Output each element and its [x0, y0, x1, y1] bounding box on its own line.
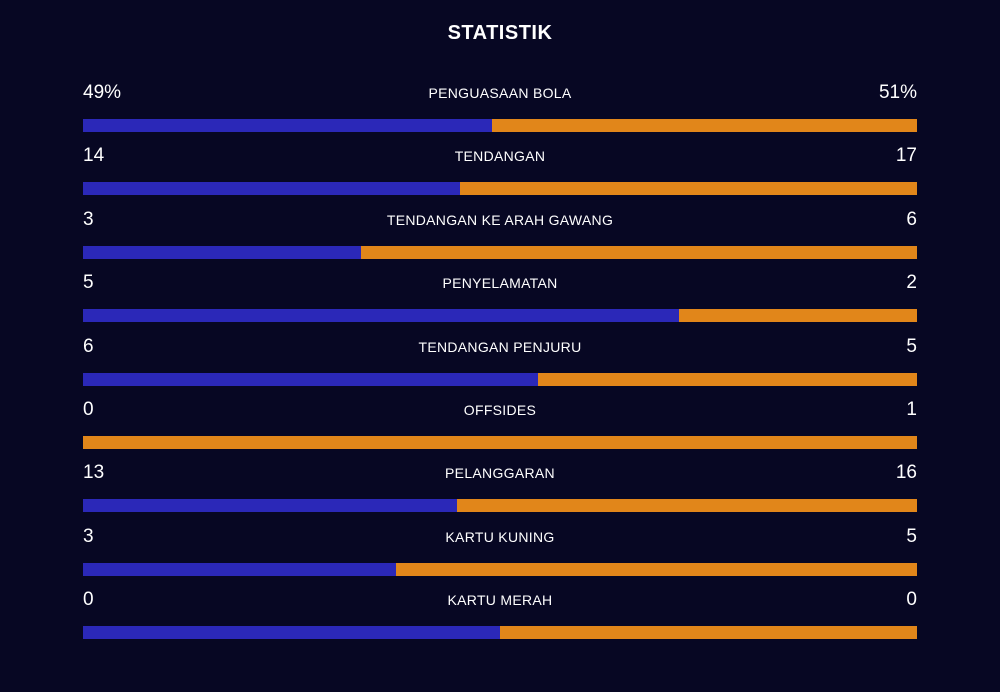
home-bar-fill: [83, 245, 361, 259]
stat-row-possession: 49% PENGUASAAN BOLA 51%: [83, 81, 917, 144]
stat-bar: [83, 182, 917, 196]
away-value: 6: [906, 208, 917, 230]
stat-bar: [83, 499, 917, 513]
stat-bar: [83, 245, 917, 259]
stat-label: TENDANGAN KE ARAH GAWANG: [386, 211, 614, 228]
stat-row-offsides: 0 OFFSIDES 1: [83, 398, 917, 461]
stat-label: PENGUASAAN BOLA: [428, 85, 572, 101]
home-value: 13: [83, 462, 105, 484]
home-bar-fill: [83, 562, 396, 576]
stats-title: STATISTIK: [447, 22, 553, 44]
home-bar-fill: [83, 372, 538, 386]
away-value: 5: [906, 335, 917, 357]
stat-row-shots-on-target: 3 TENDANGAN KE ARAH GAWANG 6: [83, 208, 917, 271]
stat-label: TENDANGAN PENJURU: [418, 338, 582, 355]
stat-row-corners: 6 TENDANGAN PENJURU 5: [83, 335, 917, 398]
stat-row-shots: 14 TENDANGAN 17: [83, 144, 917, 207]
away-bar-fill: [360, 245, 917, 259]
stat-bar: [83, 372, 917, 386]
stat-bar: [83, 435, 917, 449]
stat-label: PELANGGARAN: [445, 465, 555, 482]
away-value: 2: [906, 272, 917, 294]
stat-bar: [83, 309, 917, 323]
home-value: 0: [83, 398, 94, 420]
home-bar-fill: [83, 626, 500, 640]
home-value: 3: [83, 525, 94, 547]
away-value: 16: [895, 462, 917, 484]
home-bar-fill: [83, 309, 679, 323]
stat-label: PENYELAMATAN: [442, 275, 558, 292]
away-value: 5: [906, 525, 917, 547]
stat-bar: [83, 119, 917, 132]
away-value: 17: [895, 145, 917, 167]
stat-row-yellow-cards: 3 KARTU KUNING 5: [83, 525, 917, 588]
away-bar-fill: [500, 626, 917, 640]
home-bar-fill: [83, 182, 460, 196]
away-bar-fill: [395, 562, 917, 576]
home-value: 6: [83, 335, 94, 357]
away-bar-fill: [491, 119, 917, 132]
stat-label: KARTU KUNING: [445, 528, 555, 545]
home-bar-fill: [83, 499, 457, 513]
stat-label: OFFSIDES: [463, 401, 537, 418]
home-value: 14: [83, 145, 105, 167]
away-bar-fill: [456, 499, 917, 513]
away-bar-fill: [678, 309, 917, 323]
away-value: 51%: [878, 82, 917, 103]
home-value: 0: [83, 589, 94, 611]
away-bar-fill: [459, 182, 917, 196]
stat-row-saves: 5 PENYELAMATAN 2: [83, 271, 917, 334]
stat-label: KARTU MERAH: [447, 592, 553, 609]
stats-list: 49% PENGUASAAN BOLA 51% 14 TENDANGAN 17 …: [83, 81, 917, 652]
away-bar-fill: [537, 372, 917, 386]
away-bar-fill: [83, 435, 917, 449]
home-value: 3: [83, 208, 94, 230]
stat-label: TENDANGAN: [454, 148, 546, 165]
stat-row-fouls: 13 PELANGGARAN 16: [83, 461, 917, 524]
stat-bar: [83, 562, 917, 576]
stat-bar: [83, 626, 917, 640]
home-value: 5: [83, 272, 94, 294]
away-value: 0: [906, 589, 917, 611]
stat-row-red-cards: 0 KARTU MERAH 0: [83, 588, 917, 651]
home-value: 49%: [83, 82, 122, 103]
home-bar-fill: [83, 119, 492, 132]
away-value: 1: [906, 398, 917, 420]
